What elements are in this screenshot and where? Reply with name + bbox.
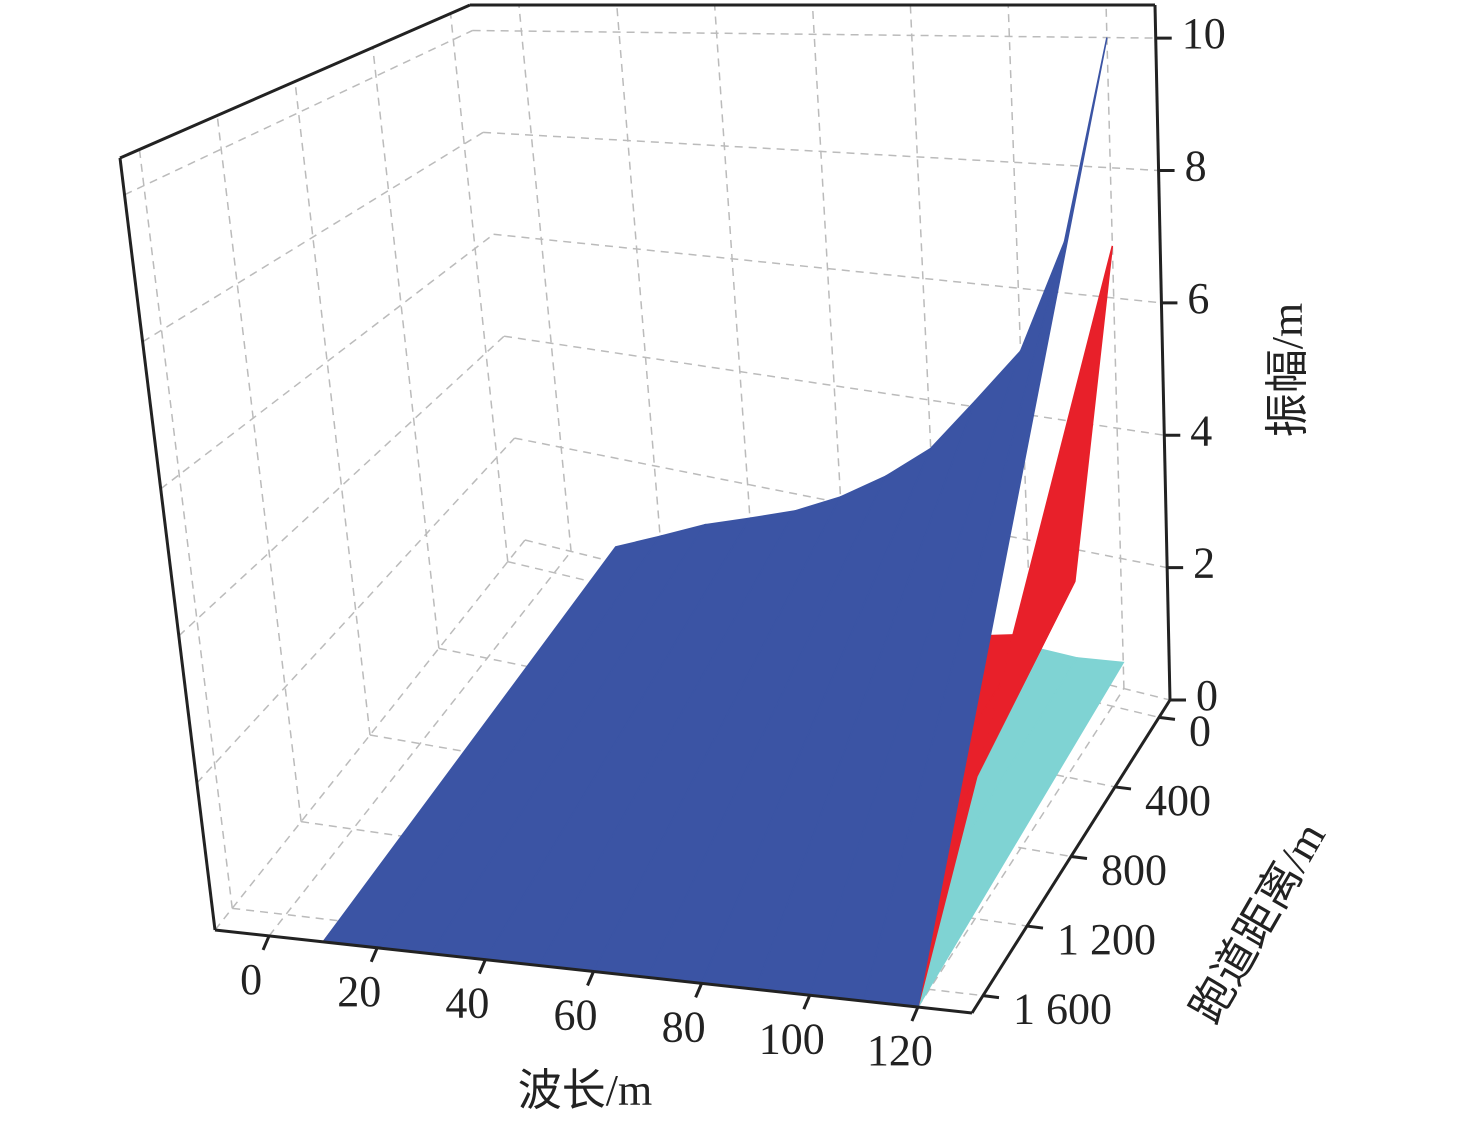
y-tick-label: 400 [1145, 776, 1211, 825]
grid-line [294, 81, 371, 736]
axis-line [1153, 4, 1172, 701]
x-tick-label: 100 [759, 1014, 825, 1063]
y-tick [1114, 785, 1132, 791]
axis-line [119, 3, 471, 160]
x-tick [477, 959, 487, 975]
grid-line [372, 47, 440, 649]
x-tick [261, 935, 271, 951]
y-axis-label: 跑道距离/m [1181, 814, 1335, 1031]
grid-line [909, 4, 941, 643]
y-tick-label: 0 [1189, 706, 1211, 755]
y-tick-label: 800 [1101, 846, 1167, 895]
x-tick-label: 120 [867, 1026, 933, 1075]
x-tick-label: 20 [337, 967, 381, 1016]
z-tick-label: 8 [1185, 142, 1207, 191]
z-tick-label: 6 [1187, 274, 1209, 323]
x-axis-label: 波长/m [518, 1066, 652, 1115]
z-tick-label: 10 [1182, 9, 1226, 58]
x-tick-label: 60 [554, 991, 598, 1040]
grid-line [196, 437, 516, 784]
grid-line [160, 233, 495, 490]
z-axis-label: 振幅/m [1263, 303, 1312, 437]
x-tick [586, 970, 595, 987]
grid-line [518, 4, 572, 552]
y-tick [1026, 924, 1044, 930]
y-tick [982, 994, 1000, 1000]
y-tick-label: 1 600 [1013, 985, 1112, 1034]
x-tick [802, 994, 812, 1010]
z-tick-label: 0 [1196, 671, 1218, 720]
x-tick [369, 947, 379, 963]
x-tick [910, 1006, 920, 1022]
grid-line [178, 335, 505, 637]
grid-line [483, 131, 1159, 172]
grid-line [1007, 4, 1033, 666]
grid-line [449, 13, 509, 562]
x-tick-label: 80 [662, 1002, 706, 1051]
grid-line [472, 29, 1156, 39]
z-tick-label: 2 [1193, 539, 1215, 588]
y-tick [1070, 855, 1088, 860]
grid-line [216, 115, 302, 822]
axis-line [118, 157, 217, 931]
grid-line [268, 550, 572, 937]
grid-line [142, 131, 484, 343]
x-tick-label: 0 [240, 955, 262, 1004]
grid-line [138, 149, 233, 909]
grid-line [503, 335, 1165, 436]
z-tick-label: 4 [1190, 406, 1212, 455]
grid-line [1105, 4, 1125, 689]
grid-line [713, 4, 757, 598]
x-tick-label: 40 [445, 979, 489, 1028]
y-tick [1158, 715, 1176, 721]
grid-line [616, 4, 664, 575]
x-tick [694, 982, 704, 998]
y-tick-label: 1 200 [1057, 915, 1156, 964]
